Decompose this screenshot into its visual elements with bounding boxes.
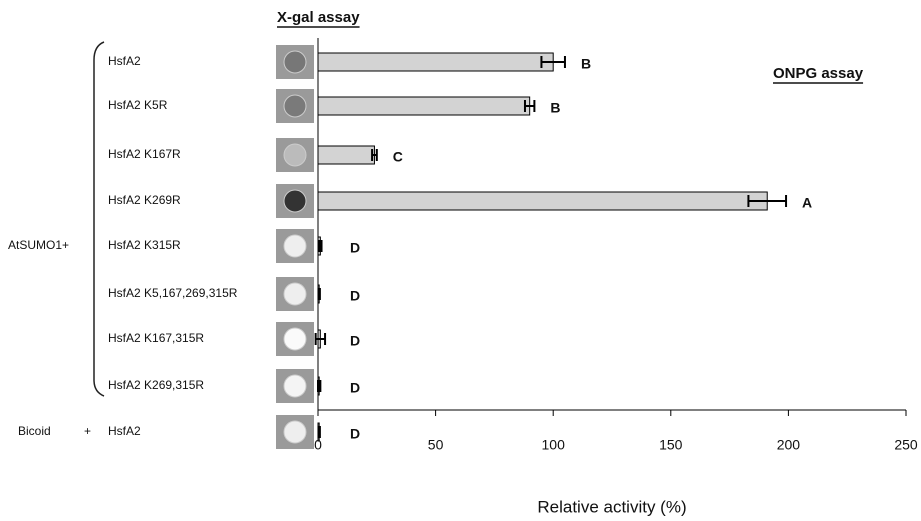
significance-letter: D [350, 333, 360, 349]
colony-spot [284, 144, 306, 166]
colony-spot [284, 328, 306, 350]
group-label: AtSUMO1+ [8, 238, 69, 252]
colony-spot [284, 95, 306, 117]
bar [318, 192, 767, 210]
colony-spot [284, 235, 306, 257]
error-bar [318, 288, 319, 300]
colony-spot [284, 421, 306, 443]
significance-letter: D [350, 380, 360, 396]
x-tick-label: 50 [428, 437, 444, 453]
x-axis-label: Relative activity (%) [537, 497, 686, 516]
x-tick-label: 100 [542, 437, 566, 453]
y-tick-label: HsfA2 K315R [108, 238, 181, 252]
control-label: Bicoid [18, 424, 51, 438]
colony-spot [284, 375, 306, 397]
significance-letter: D [350, 240, 360, 256]
x-tick-label: 250 [894, 437, 918, 453]
bar [318, 97, 530, 115]
x-tick-label: 200 [777, 437, 801, 453]
y-tick-label: HsfA2 [108, 424, 141, 438]
colony-spot [284, 283, 306, 305]
colony-spot [284, 190, 306, 212]
y-tick-label: HsfA2 K5,167,269,315R [108, 286, 238, 300]
y-tick-label: HsfA2 K269,315R [108, 378, 204, 392]
bar [318, 53, 553, 71]
group-bracket [94, 42, 104, 396]
significance-letter: C [393, 149, 403, 165]
significance-letter: B [581, 56, 591, 72]
bar [318, 146, 374, 164]
chart-title: X-gal assay [277, 9, 360, 26]
y-tick-label: HsfA2 K167,315R [108, 331, 204, 345]
significance-letter: B [550, 100, 560, 116]
error-bar [318, 426, 319, 438]
y-tick-label: HsfA2 [108, 54, 141, 68]
annotation: ONPG assay [773, 65, 864, 82]
y-tick-label: HsfA2 K167R [108, 147, 181, 161]
control-joiner: + [84, 424, 91, 438]
x-tick-label: 150 [659, 437, 683, 453]
significance-letter: D [350, 288, 360, 304]
chart: AtSUMO1+ Bicoid + X-gal assay ONPG assay… [0, 0, 921, 521]
y-tick-label: HsfA2 K5R [108, 98, 168, 112]
significance-letter: D [350, 426, 360, 442]
significance-letter: A [802, 195, 812, 211]
colony-spot [284, 51, 306, 73]
y-tick-label: HsfA2 K269R [108, 193, 181, 207]
